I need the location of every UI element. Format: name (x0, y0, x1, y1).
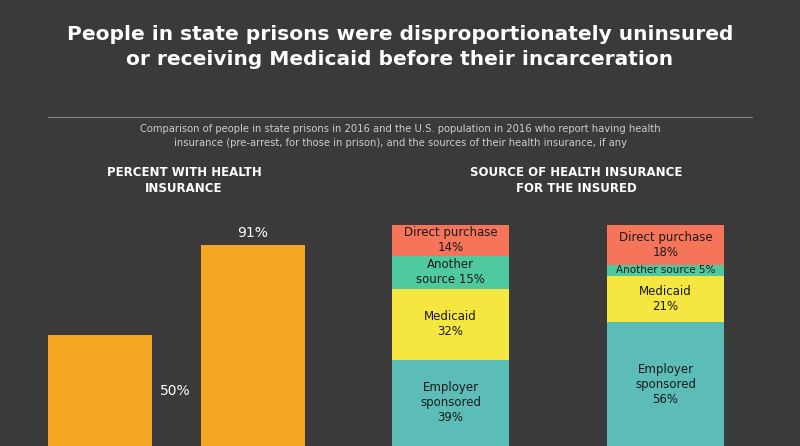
Bar (607, 225, 724, 265)
Bar (607, 322, 724, 446)
Bar (201, 245, 305, 446)
Text: Direct purchase
14%: Direct purchase 14% (404, 227, 498, 254)
Bar (607, 265, 724, 276)
Text: Comparison of people in state prisons in 2016 and the U.S. population in 2016 wh: Comparison of people in state prisons in… (140, 124, 660, 149)
Bar (392, 289, 509, 360)
Text: Medicaid
32%: Medicaid 32% (424, 310, 477, 339)
Bar (48, 335, 152, 446)
Text: Employer
sponsored
56%: Employer sponsored 56% (635, 363, 696, 405)
Bar (392, 256, 509, 289)
Text: Medicaid
21%: Medicaid 21% (639, 285, 692, 313)
Text: 91%: 91% (238, 227, 268, 240)
Text: SOURCE OF HEALTH INSURANCE
FOR THE INSURED: SOURCE OF HEALTH INSURANCE FOR THE INSUR… (470, 166, 682, 195)
Text: Direct purchase
18%: Direct purchase 18% (618, 231, 713, 259)
Text: Employer
sponsored
39%: Employer sponsored 39% (420, 381, 481, 425)
Text: Another
source 15%: Another source 15% (416, 259, 485, 286)
Text: People in state prisons were disproportionately uninsured
or receiving Medicaid : People in state prisons were disproporti… (67, 25, 733, 69)
Text: PERCENT WITH HEALTH
INSURANCE: PERCENT WITH HEALTH INSURANCE (106, 166, 262, 195)
Bar (392, 360, 509, 446)
Bar (392, 225, 509, 256)
Text: Another source 5%: Another source 5% (616, 265, 715, 275)
Text: 50%: 50% (159, 384, 190, 398)
Bar (607, 276, 724, 322)
